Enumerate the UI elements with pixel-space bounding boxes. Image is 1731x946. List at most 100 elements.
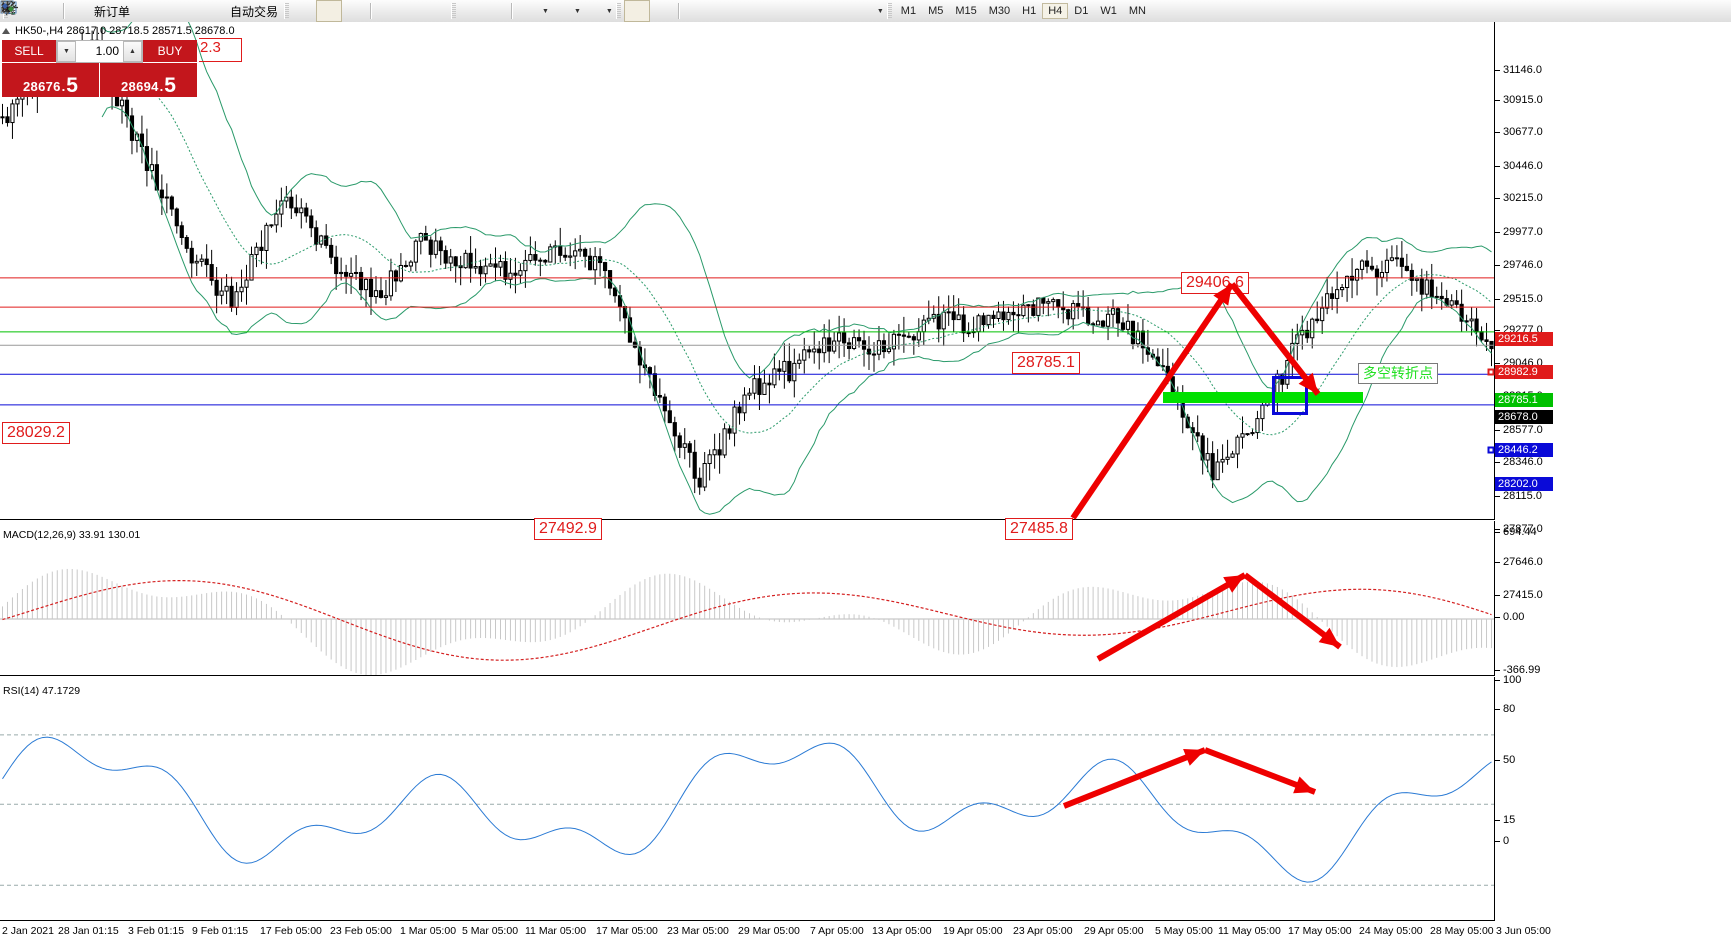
rsi-pane[interactable] [0, 677, 1495, 921]
buy-price[interactable]: 28694 . 5 [100, 63, 197, 97]
one-click-trading-panel[interactable]: SELL ▼ 1.00 ▲ BUY 28676 . 5 28694 . 5 [2, 40, 197, 97]
sell-button[interactable]: SELL [2, 40, 56, 63]
price-level-badge[interactable]: 28982.9 [1495, 365, 1553, 379]
candlestick-chart-icon[interactable] [1, 0, 343, 22]
fibonacci-icon[interactable]: F [2, 1, 804, 21]
label-27492[interactable]: 27492.9 [534, 518, 602, 540]
indicators-icon[interactable] [0, 1, 541, 21]
price-tick-label: 29515.0 [1503, 293, 1543, 305]
macd-title: MACD(12,26,9) 33.91 130.01 [3, 529, 141, 541]
periods-icon[interactable] [1, 0, 573, 21]
time-tick-label: 1 Mar 05:00 [400, 925, 457, 937]
trendline-icon[interactable] [2, 1, 756, 21]
volume-input[interactable]: 1.00 [95, 44, 119, 58]
toolbar-grip-2[interactable] [284, 3, 290, 19]
timeframe-mn[interactable]: MN [1128, 5, 1146, 17]
volume-up-icon[interactable]: ▲ [123, 41, 142, 62]
timeframe-m30[interactable]: M30 [988, 5, 1011, 17]
volume-stepper[interactable]: ▼ 1.00 ▲ [56, 40, 143, 63]
rsi-tick-label: 80 [1503, 703, 1516, 715]
timeframe-d1[interactable]: D1 [1074, 5, 1089, 17]
sell-price[interactable]: 28676 . 5 [2, 63, 99, 97]
cursor-icon[interactable] [2, 0, 650, 22]
level-drag-handle[interactable] [1487, 368, 1495, 376]
toolbar-grip-5[interactable] [886, 3, 892, 19]
label-27485[interactable]: 27485.8 [1005, 518, 1073, 540]
bar-chart-icon[interactable] [1, 1, 316, 21]
spread-box [199, 38, 242, 62]
label-28785[interactable]: 28785.1 [1012, 352, 1080, 374]
price-axis[interactable]: 31146.0 30915.0 30677.0 30446.0 30215.0 29977… [1487, 22, 1731, 920]
time-tick-label: 28 Jan 01:15 [58, 925, 119, 937]
timeframe-h4[interactable]: H4 [1042, 3, 1069, 19]
text-icon[interactable]: A [2, 1, 828, 21]
shapes-icon[interactable] [2, 1, 876, 21]
buy-price-dot: . [159, 79, 164, 94]
oct-price-row[interactable]: 28676 . 5 28694 . 5 [2, 63, 197, 97]
zoom-in-icon[interactable] [1, 0, 400, 21]
new-order-label[interactable]: 新订单 [94, 4, 131, 19]
toolbar-grip-4[interactable] [615, 3, 621, 19]
price-tick-label: 27646.0 [1503, 556, 1543, 568]
time-tick-label: 2 Jan 2021 [2, 925, 54, 937]
price-level-badge[interactable]: 28678.0 [1495, 410, 1553, 424]
price-level-badge[interactable]: 29216.5 [1495, 332, 1553, 346]
auto-scroll-icon[interactable] [1, 1, 483, 21]
label-29406[interactable]: 29406.6 [1181, 272, 1249, 294]
time-tick-label: 3 Jun 05:00 [1496, 925, 1551, 937]
price-pane[interactable] [0, 22, 1495, 520]
buy-price-frac: 5 [164, 74, 176, 97]
price-tick-label: 30446.0 [1503, 160, 1543, 172]
timeframe-m15[interactable]: M15 [955, 5, 977, 17]
timeframe-m1[interactable]: M1 [900, 5, 917, 17]
price-level-badge[interactable]: 28785.1 [1495, 393, 1553, 407]
indicators-dropdown-icon[interactable]: ▼ [542, 7, 549, 15]
vertical-line-icon[interactable] [6, 1, 708, 21]
axis-tick [1495, 595, 1500, 596]
timeframe-w1[interactable]: W1 [1100, 5, 1117, 17]
periods-dropdown-icon[interactable]: ▼ [573, 7, 581, 15]
time-axis[interactable]: 2 Jan 2021 28 Jan 01:15 3 Feb 01:15 9 Feb 0… [0, 921, 1731, 946]
autotrading-label[interactable]: 自动交易 [230, 4, 279, 19]
zoom-out-icon[interactable] [1, 0, 424, 21]
main-toolbar[interactable]: 新订单 自动交易 ▼ ▼ ▼ [0, 0, 1731, 23]
timeframe-group[interactable]: M1 M5 M15 M30 H1 H4 D1 W1 MN [895, 3, 1152, 19]
time-tick-label: 17 Feb 05:00 [260, 925, 322, 937]
chart-shift-icon[interactable] [0, 1, 448, 21]
toolbar-separator-5 [511, 3, 514, 19]
toolbar-grip-3[interactable] [451, 3, 457, 19]
new-order-icon[interactable] [1, 0, 93, 21]
expert-advisors-icon[interactable] [0, 1, 157, 21]
horizontal-line-icon[interactable] [2, 1, 732, 21]
selection-rectangle[interactable] [1272, 376, 1308, 415]
data-window-icon[interactable] [0, 0, 59, 21]
templates-dropdown-icon[interactable]: ▼ [605, 7, 613, 15]
price-tick-label: 30915.0 [1503, 94, 1543, 106]
timeframe-h1[interactable]: H1 [1022, 5, 1037, 17]
text-label-icon[interactable]: T [1, 1, 852, 21]
price-level-badge[interactable]: 28446.2 [1495, 443, 1553, 457]
collapse-triangle-icon[interactable] [2, 28, 10, 34]
symbol-header[interactable]: HK50-,H4 28617.0 28718.5 28571.5 28678.0 [2, 25, 235, 37]
oct-top-row[interactable]: SELL ▼ 1.00 ▲ BUY [2, 40, 197, 63]
terminal-icon[interactable] [1, 0, 181, 21]
autotrading-icon[interactable] [0, 1, 229, 21]
label-28029[interactable]: 28029.2 [2, 422, 70, 444]
label-turning-point[interactable]: 多空转折点 [1358, 363, 1438, 384]
chart-shift-toggle-icon[interactable] [1, 1, 507, 21]
macd-pane[interactable] [0, 521, 1495, 676]
crosshair-icon[interactable] [1, 1, 674, 21]
level-drag-handle[interactable] [1487, 446, 1495, 454]
line-chart-icon[interactable] [1, 1, 366, 21]
buy-button[interactable]: BUY [143, 40, 197, 63]
price-level-badge[interactable]: 28202.0 [1495, 477, 1553, 491]
timeframe-m5[interactable]: M5 [928, 5, 944, 17]
chart-area[interactable]: HK50-,H4 28617.0 28718.5 28571.5 28678.0… [0, 22, 1731, 946]
rsi-title: RSI(14) 47.1729 [3, 685, 81, 697]
signals-icon[interactable] [1, 0, 205, 21]
volume-down-icon[interactable]: ▼ [57, 41, 76, 62]
equidistant-channel-icon[interactable]: E [1, 0, 780, 21]
templates-icon[interactable] [0, 1, 605, 21]
time-tick-label: 17 Mar 05:00 [596, 925, 658, 937]
shapes-dropdown-icon[interactable]: ▼ [876, 7, 884, 15]
